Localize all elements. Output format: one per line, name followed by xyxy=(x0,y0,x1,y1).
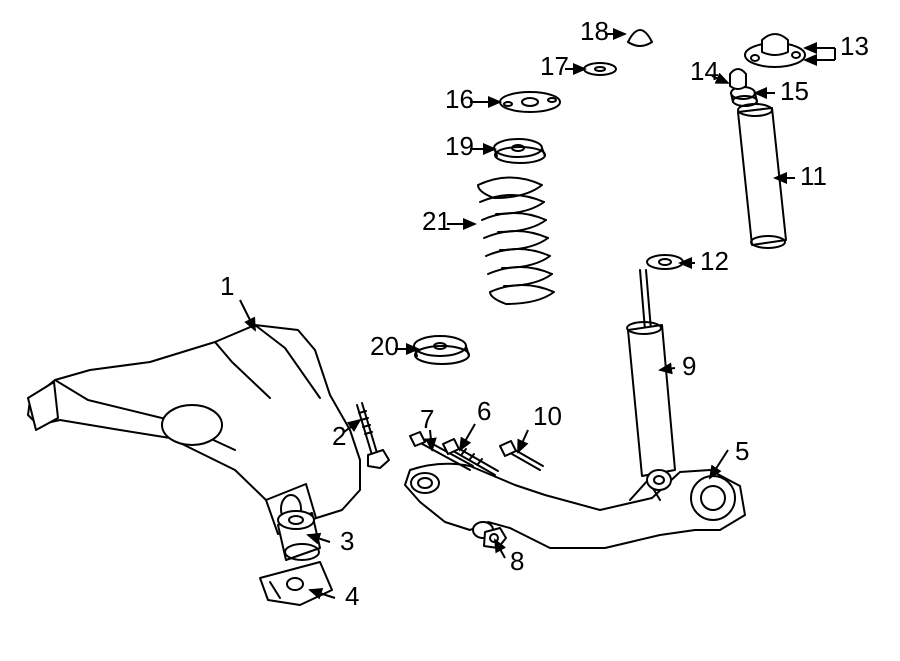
callout-number: 18 xyxy=(580,16,609,46)
part-spring-seat-lower xyxy=(414,336,469,364)
callout-number: 11 xyxy=(800,161,827,191)
callout-14: 14 xyxy=(690,56,728,86)
callout-number: 20 xyxy=(370,331,399,361)
callout-number: 1 xyxy=(220,271,234,301)
callout-number: 10 xyxy=(533,401,562,431)
callout-20: 20 xyxy=(370,331,418,361)
part-coil-spring xyxy=(478,178,554,305)
callout-5: 5 xyxy=(710,436,749,478)
part-shock-absorber xyxy=(627,270,675,490)
part-bump-stop-small xyxy=(730,69,746,89)
callout-number: 13 xyxy=(840,31,869,61)
part-mount-bracket xyxy=(260,562,332,605)
callout-number: 12 xyxy=(700,246,729,276)
callout-number: 3 xyxy=(340,526,354,556)
callout-6: 6 xyxy=(460,396,491,450)
callout-number: 4 xyxy=(345,581,359,611)
callout-number: 2 xyxy=(332,421,346,451)
part-washer-upper xyxy=(584,63,616,75)
part-cap-dome xyxy=(628,30,652,46)
callout-12: 12 xyxy=(680,246,729,276)
callout-number: 21 xyxy=(422,206,451,236)
part-bushing xyxy=(278,511,320,560)
parts-diagram: 123456789101112131415161718192021 xyxy=(0,0,900,661)
callout-11: 11 xyxy=(775,161,827,191)
callout-number: 9 xyxy=(682,351,696,381)
callout-10: 10 xyxy=(518,401,562,452)
callout-number: 15 xyxy=(780,76,809,106)
callout-19: 19 xyxy=(445,131,495,161)
callout-21: 21 xyxy=(422,206,475,236)
part-dust-cover-tube xyxy=(738,104,786,248)
part-spring-seat-upper xyxy=(494,139,545,163)
part-gasket-plate xyxy=(500,92,560,112)
callout-number: 7 xyxy=(420,404,434,434)
callout-number: 19 xyxy=(445,131,474,161)
callout-16: 16 xyxy=(445,84,500,114)
callout-number: 6 xyxy=(477,396,491,426)
part-washer-cup xyxy=(647,255,683,269)
part-nut xyxy=(484,528,506,548)
callout-1: 1 xyxy=(220,271,255,330)
part-axle-beam xyxy=(28,325,360,534)
callout-18: 18 xyxy=(580,16,625,46)
callout-13: 13 xyxy=(805,31,869,61)
callout-17: 17 xyxy=(540,51,585,81)
callout-15: 15 xyxy=(755,76,809,106)
callout-number: 16 xyxy=(445,84,474,114)
callout-number: 14 xyxy=(690,56,719,86)
callout-number: 17 xyxy=(540,51,569,81)
part-upper-mount xyxy=(745,34,805,67)
part-stud-bolt xyxy=(357,403,389,468)
part-trailing-arm xyxy=(405,464,745,548)
callout-number: 8 xyxy=(510,546,524,576)
callout-number: 5 xyxy=(735,436,749,466)
